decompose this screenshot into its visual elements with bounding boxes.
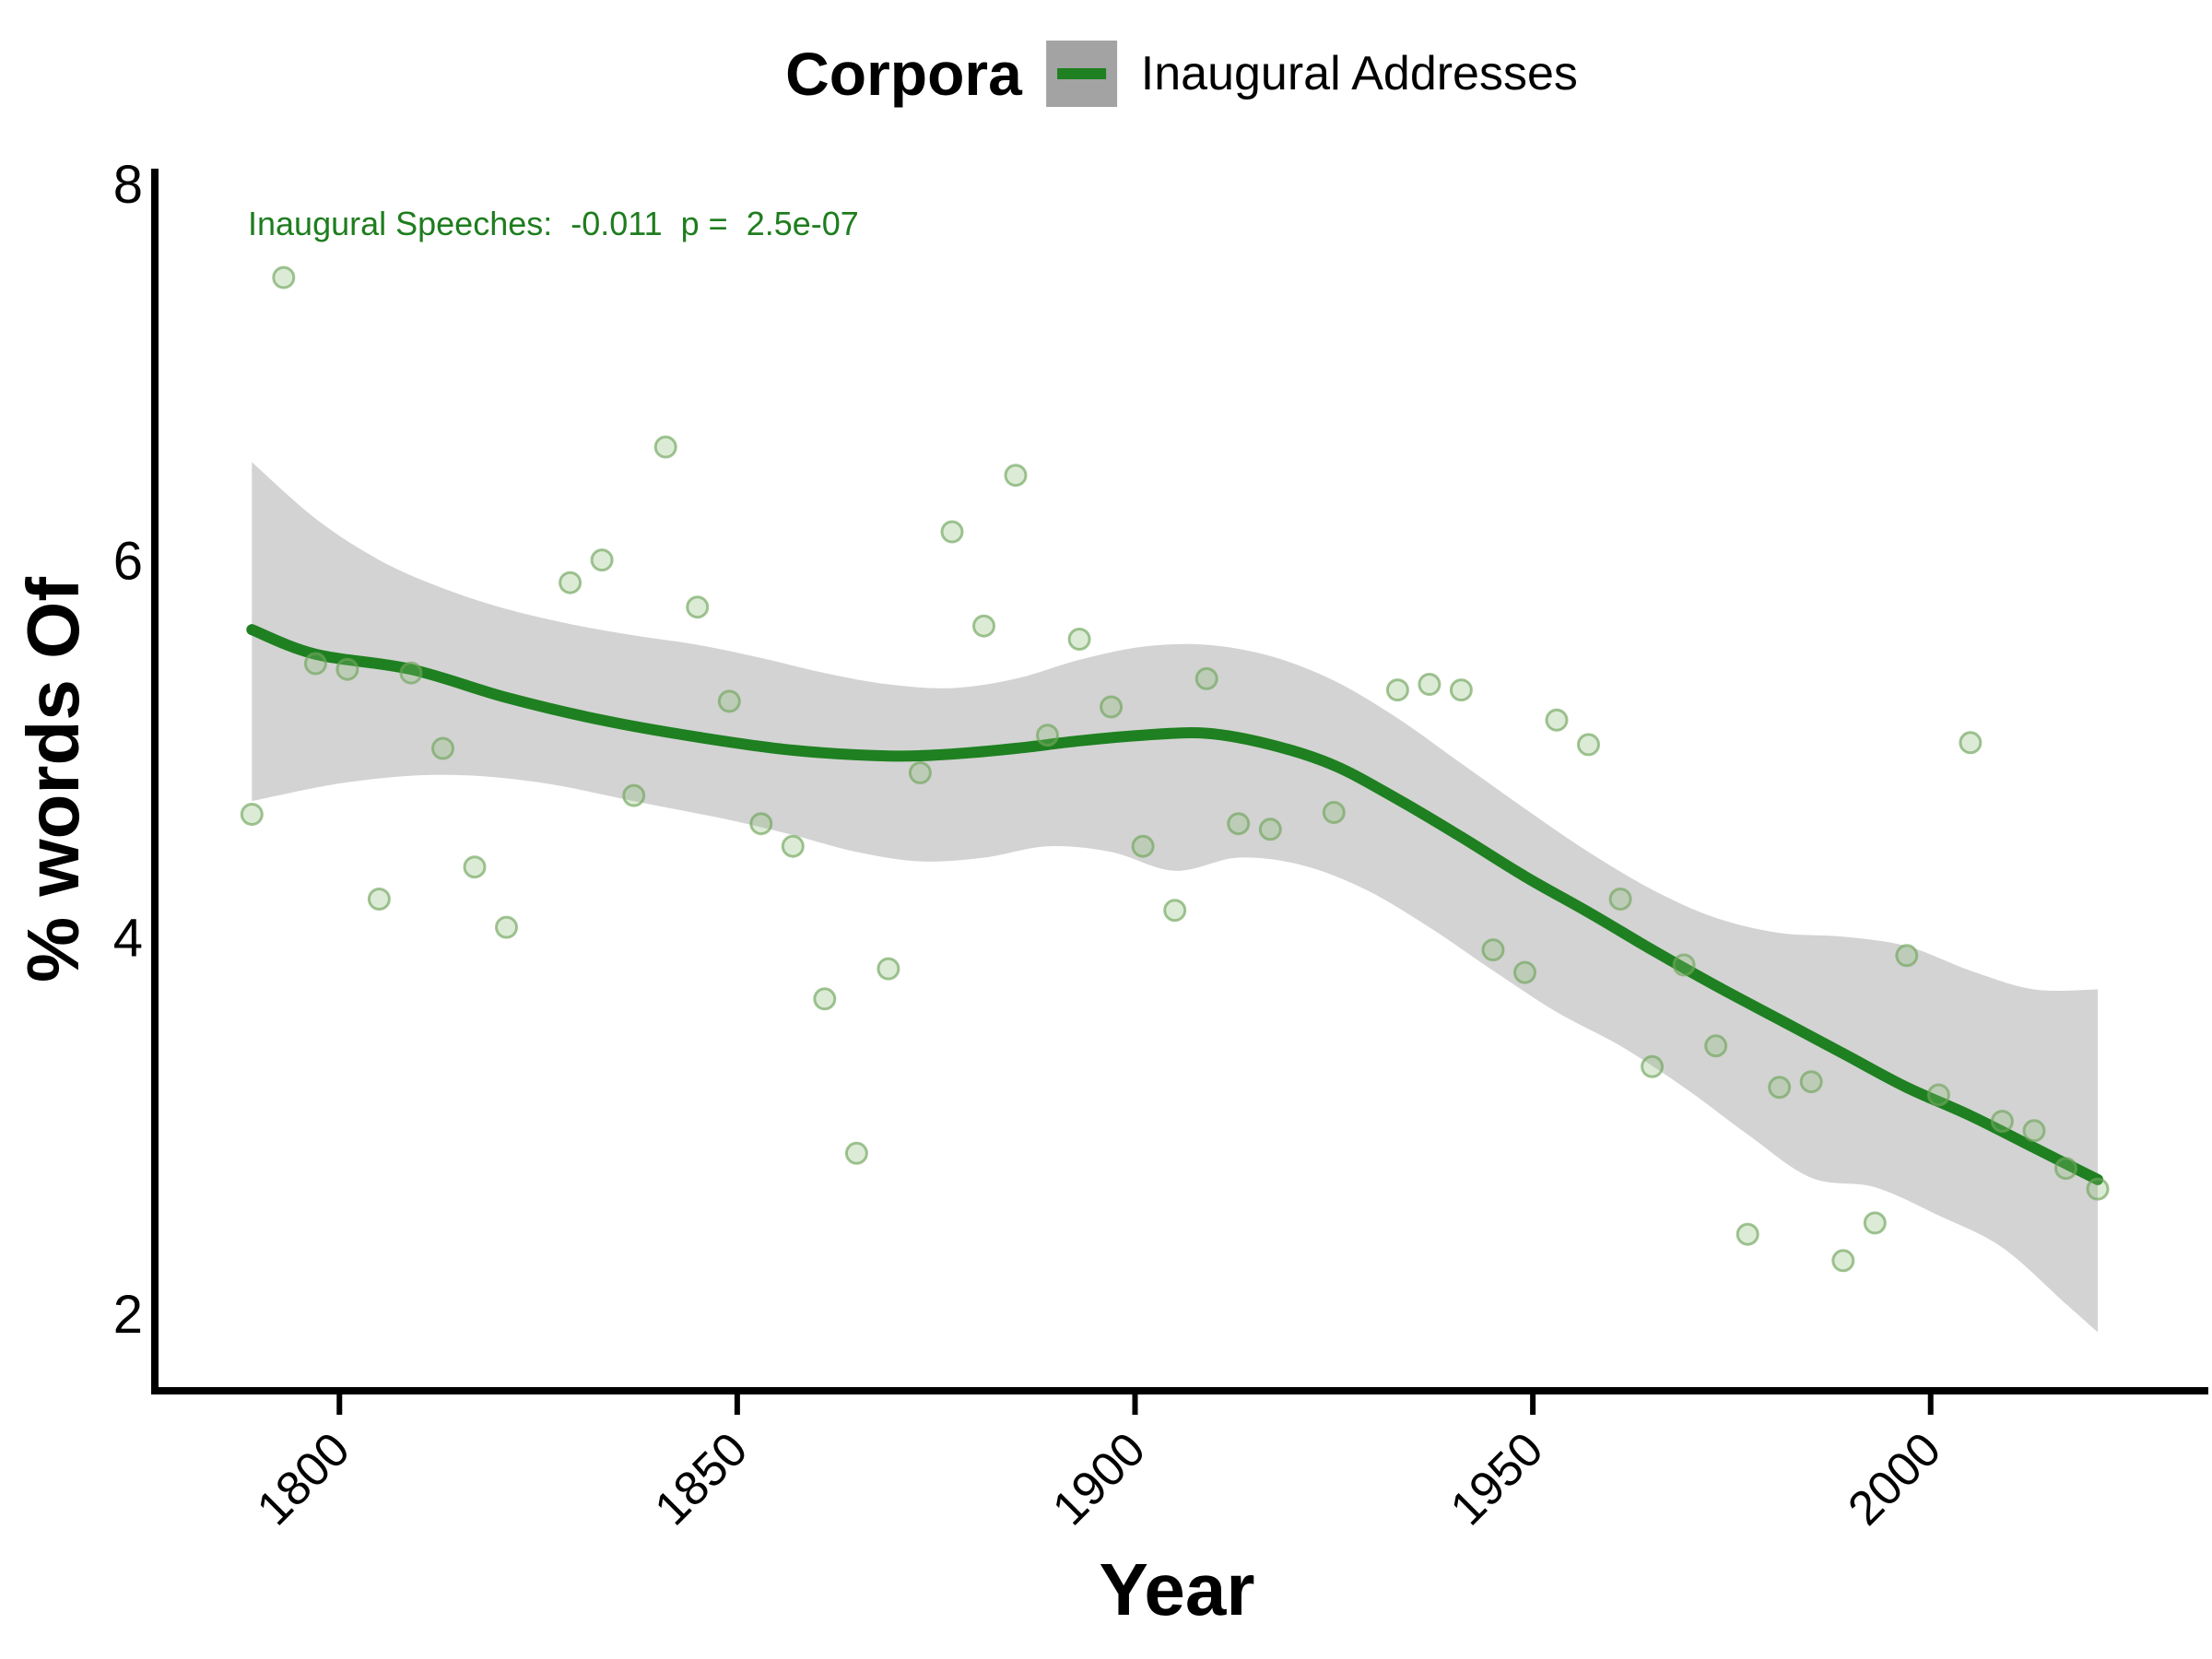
data-point	[1322, 801, 1346, 824]
data-point	[1100, 695, 1124, 719]
data-point	[1004, 464, 1028, 488]
data-point	[303, 652, 327, 676]
data-point	[335, 657, 359, 681]
data-point	[1163, 899, 1187, 923]
data-point	[1990, 1110, 2014, 1134]
x-tick-label: 1850	[645, 1422, 759, 1535]
data-point	[908, 761, 932, 784]
legend-key-line-icon	[1056, 68, 1106, 79]
data-point	[1608, 888, 1632, 911]
legend: Corpora Inaugural Addresses	[785, 39, 1578, 109]
data-point	[1704, 1034, 1728, 1058]
data-point	[1194, 666, 1218, 690]
data-point	[590, 548, 614, 572]
data-point	[240, 803, 264, 826]
legend-key-swatch	[1045, 41, 1117, 107]
data-point	[877, 957, 900, 981]
data-point	[1641, 1054, 1665, 1078]
data-point	[686, 595, 710, 619]
data-point	[1449, 678, 1473, 702]
y-tick-label: 8	[113, 155, 143, 215]
data-point	[844, 1141, 868, 1165]
data-point	[1227, 812, 1251, 836]
data-point	[1768, 1076, 1792, 1100]
data-point	[559, 571, 582, 594]
data-point	[1577, 733, 1600, 757]
legend-entry-label: Inaugural Addresses	[1140, 47, 1578, 100]
data-point	[622, 783, 646, 807]
x-tick-label: 1950	[1441, 1422, 1554, 1535]
y-tick-label: 4	[113, 908, 143, 968]
data-point	[1799, 1070, 1823, 1094]
stat-annotation: Inaugural Speeches: -0.011 p = 2.5e-07	[248, 205, 859, 242]
confidence-band	[252, 462, 2098, 1333]
data-point	[1831, 1249, 1855, 1273]
legend-title: Corpora	[785, 40, 1022, 108]
y-tick-label: 6	[113, 532, 143, 592]
data-point	[1036, 724, 1059, 747]
trend-line	[246, 624, 2103, 1185]
data-point	[2086, 1177, 2110, 1201]
data-point	[1959, 731, 1983, 755]
data-point	[717, 689, 741, 713]
x-tick-label: 1900	[1042, 1422, 1156, 1535]
data-point	[1863, 1211, 1887, 1235]
data-point	[1672, 953, 1696, 977]
data-point	[1258, 818, 1282, 841]
data-point	[940, 520, 964, 544]
data-point	[1513, 960, 1536, 984]
data-point	[399, 661, 423, 685]
data-point	[1545, 708, 1569, 732]
data-point	[2054, 1157, 2077, 1181]
data-point	[972, 614, 995, 638]
x-axis-title: Year	[1099, 1548, 1255, 1630]
y-tick-label: 2	[113, 1285, 143, 1345]
x-tick-label: 2000	[1838, 1422, 1951, 1535]
data-point	[1131, 834, 1155, 858]
data-point	[1926, 1083, 1950, 1107]
data-point	[431, 736, 454, 760]
data-point	[1895, 944, 1919, 968]
data-point	[653, 435, 677, 459]
data-point	[813, 987, 837, 1011]
data-point	[1735, 1222, 1759, 1246]
data-point	[781, 834, 805, 858]
y-axis-title: % words Of	[12, 576, 94, 983]
data-point	[1385, 678, 1409, 702]
data-point	[749, 812, 773, 836]
data-point	[1418, 673, 1441, 696]
data-point	[272, 265, 296, 289]
x-tick-label: 1800	[247, 1422, 360, 1535]
data-point	[1481, 938, 1505, 962]
data-point	[495, 915, 518, 939]
data-point	[463, 855, 487, 879]
data-point	[1067, 628, 1091, 651]
data-point	[2022, 1119, 2046, 1143]
data-point	[367, 888, 391, 911]
